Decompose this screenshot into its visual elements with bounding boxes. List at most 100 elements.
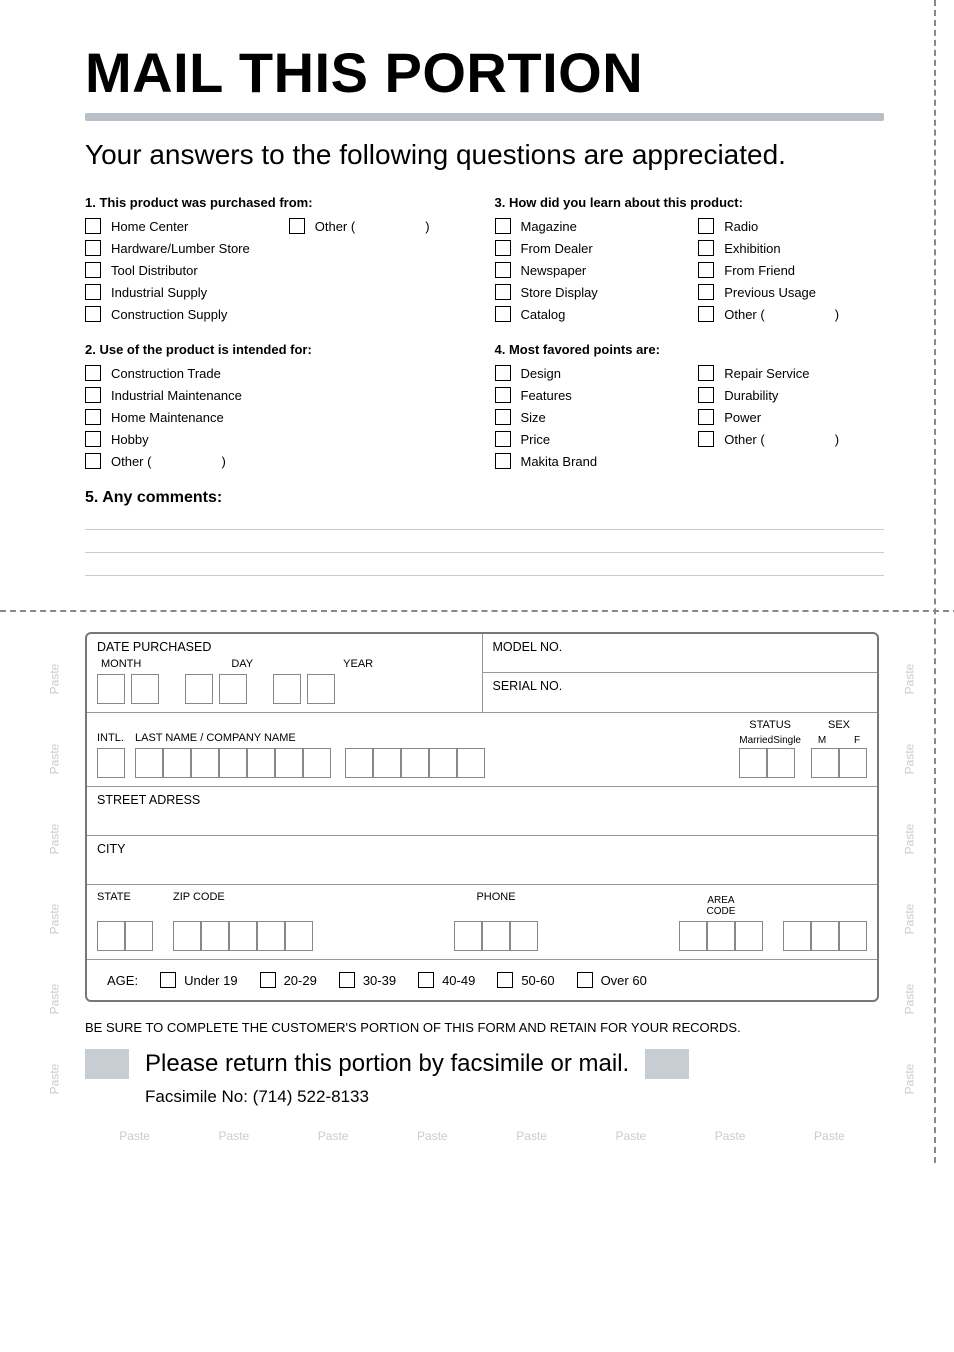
- q3-friend-checkbox[interactable]: [698, 262, 714, 278]
- zip-box[interactable]: [257, 921, 285, 951]
- zip-box[interactable]: [201, 921, 229, 951]
- paste-label: Paste: [516, 1129, 547, 1143]
- paste-label: Paste: [119, 1129, 150, 1143]
- phone-box[interactable]: [482, 921, 510, 951]
- comment-line[interactable]: [85, 575, 884, 576]
- phone-num-box[interactable]: [811, 921, 839, 951]
- phone-num-box[interactable]: [783, 921, 811, 951]
- q2-home-checkbox[interactable]: [85, 409, 101, 425]
- name-box[interactable]: [135, 748, 163, 778]
- name-box[interactable]: [401, 748, 429, 778]
- comment-line[interactable]: [85, 529, 884, 530]
- day-box[interactable]: [219, 674, 247, 704]
- paste-label: Paste: [219, 1129, 250, 1143]
- q4-durability-checkbox[interactable]: [698, 387, 714, 403]
- model-no-label: MODEL NO.: [493, 640, 878, 654]
- age-4049-checkbox[interactable]: [418, 972, 434, 988]
- year-box[interactable]: [273, 674, 301, 704]
- q4-makita-checkbox[interactable]: [495, 453, 511, 469]
- q2-head: 2. Use of the product is intended for:: [85, 342, 475, 357]
- phone-label: PHONE: [333, 891, 659, 903]
- name-box[interactable]: [345, 748, 373, 778]
- name-box[interactable]: [303, 748, 331, 778]
- sex-f-box[interactable]: [839, 748, 867, 778]
- q3-newspaper-checkbox[interactable]: [495, 262, 511, 278]
- q2-industrial-checkbox[interactable]: [85, 387, 101, 403]
- age-label: AGE:: [107, 973, 138, 988]
- state-label: STATE: [97, 891, 153, 903]
- sex-label: SEX: [811, 719, 867, 731]
- q4-opt: Price: [521, 432, 551, 447]
- q3-magazine-checkbox[interactable]: [495, 218, 511, 234]
- q1-hardware-checkbox[interactable]: [85, 240, 101, 256]
- phone-box[interactable]: [454, 921, 482, 951]
- q1-head: 1. This product was purchased from:: [85, 195, 475, 210]
- q1-construction-checkbox[interactable]: [85, 306, 101, 322]
- decorative-block: [645, 1049, 689, 1079]
- q1-tool-dist-checkbox[interactable]: [85, 262, 101, 278]
- paste-label: Paste: [903, 904, 917, 935]
- age-over60-checkbox[interactable]: [577, 972, 593, 988]
- state-box[interactable]: [97, 921, 125, 951]
- state-box[interactable]: [125, 921, 153, 951]
- decorative-block: [85, 1049, 129, 1079]
- zip-box[interactable]: [173, 921, 201, 951]
- q4-opt: Size: [521, 410, 546, 425]
- q3-store-checkbox[interactable]: [495, 284, 511, 300]
- q3-other-checkbox[interactable]: [698, 306, 714, 322]
- phone-box[interactable]: [510, 921, 538, 951]
- q2-other-checkbox[interactable]: [85, 453, 101, 469]
- age-2029-checkbox[interactable]: [260, 972, 276, 988]
- q3-catalog-checkbox[interactable]: [495, 306, 511, 322]
- name-box[interactable]: [219, 748, 247, 778]
- name-box[interactable]: [275, 748, 303, 778]
- day-box[interactable]: [185, 674, 213, 704]
- month-box[interactable]: [131, 674, 159, 704]
- area-box[interactable]: [707, 921, 735, 951]
- q2-construction-checkbox[interactable]: [85, 365, 101, 381]
- name-box[interactable]: [373, 748, 401, 778]
- name-box[interactable]: [191, 748, 219, 778]
- q1-industrial-checkbox[interactable]: [85, 284, 101, 300]
- q1-other-checkbox[interactable]: [289, 218, 305, 234]
- serial-no-label: SERIAL NO.: [493, 679, 868, 693]
- intl-box[interactable]: [97, 748, 125, 778]
- q3-exhibition-checkbox[interactable]: [698, 240, 714, 256]
- q4-power-checkbox[interactable]: [698, 409, 714, 425]
- q3-radio-checkbox[interactable]: [698, 218, 714, 234]
- q1-home-center-checkbox[interactable]: [85, 218, 101, 234]
- phone-num-box[interactable]: [839, 921, 867, 951]
- q4-design-checkbox[interactable]: [495, 365, 511, 381]
- zip-box[interactable]: [285, 921, 313, 951]
- name-box[interactable]: [163, 748, 191, 778]
- year-box[interactable]: [307, 674, 335, 704]
- name-box[interactable]: [429, 748, 457, 778]
- name-box[interactable]: [457, 748, 485, 778]
- q3-dealer-checkbox[interactable]: [495, 240, 511, 256]
- q4-opt: Repair Service: [724, 366, 809, 381]
- zip-box[interactable]: [229, 921, 257, 951]
- paste-label: Paste: [903, 744, 917, 775]
- month-box[interactable]: [97, 674, 125, 704]
- q4-size-checkbox[interactable]: [495, 409, 511, 425]
- q2-hobby-checkbox[interactable]: [85, 431, 101, 447]
- q3-opt: Previous Usage: [724, 285, 816, 300]
- age-under19-checkbox[interactable]: [160, 972, 176, 988]
- month-label: MONTH: [101, 658, 141, 670]
- q4-other-checkbox[interactable]: [698, 431, 714, 447]
- zip-label: ZIP CODE: [173, 891, 313, 903]
- area-box[interactable]: [735, 921, 763, 951]
- name-box[interactable]: [247, 748, 275, 778]
- q4-price-checkbox[interactable]: [495, 431, 511, 447]
- status-married-box[interactable]: [739, 748, 767, 778]
- status-single-box[interactable]: [767, 748, 795, 778]
- paste-label: Paste: [903, 664, 917, 695]
- q4-features-checkbox[interactable]: [495, 387, 511, 403]
- area-box[interactable]: [679, 921, 707, 951]
- age-5060-checkbox[interactable]: [497, 972, 513, 988]
- q4-repair-checkbox[interactable]: [698, 365, 714, 381]
- sex-m-box[interactable]: [811, 748, 839, 778]
- age-3039-checkbox[interactable]: [339, 972, 355, 988]
- q3-previous-checkbox[interactable]: [698, 284, 714, 300]
- comment-line[interactable]: [85, 552, 884, 553]
